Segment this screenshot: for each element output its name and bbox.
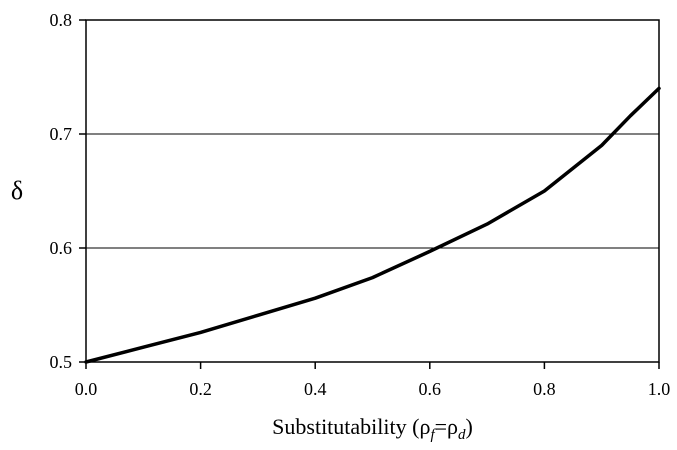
x-tick-label: 0.4 xyxy=(304,379,327,399)
x-tick-label: 0.0 xyxy=(75,379,98,399)
x-axis-ticks: 0.0 0.2 0.4 0.6 0.8 1.0 xyxy=(75,362,671,399)
x-axis-title-rho-f: ρ xyxy=(419,414,430,439)
x-axis-title: Substitutability (ρf=ρd) xyxy=(272,414,473,443)
plot-area-frame xyxy=(85,19,660,363)
y-axis-ticks: 0.5 0.6 0.7 0.8 xyxy=(50,10,86,372)
x-tick-label: 0.6 xyxy=(419,379,442,399)
x-axis-title-prefix: Substitutability ( xyxy=(272,414,419,439)
x-axis-title-eq: = xyxy=(435,414,447,439)
y-tick-label: 0.5 xyxy=(50,352,73,372)
x-tick-label: 0.2 xyxy=(189,379,212,399)
x-tick-label: 1.0 xyxy=(648,379,671,399)
x-axis-title-sub-d: d xyxy=(458,427,466,443)
y-tick-label: 0.8 xyxy=(50,10,73,30)
x-axis-title-suffix: ) xyxy=(466,414,473,439)
x-axis-title-sub-f: f xyxy=(430,427,436,443)
grid-lines xyxy=(86,133,659,249)
y-axis-title: δ xyxy=(11,176,23,205)
x-tick-label: 0.8 xyxy=(533,379,556,399)
y-tick-label: 0.7 xyxy=(50,124,73,144)
x-axis-title-rho-d: ρ xyxy=(447,414,458,439)
series-line xyxy=(84,86,661,364)
y-tick-label: 0.6 xyxy=(50,238,73,258)
